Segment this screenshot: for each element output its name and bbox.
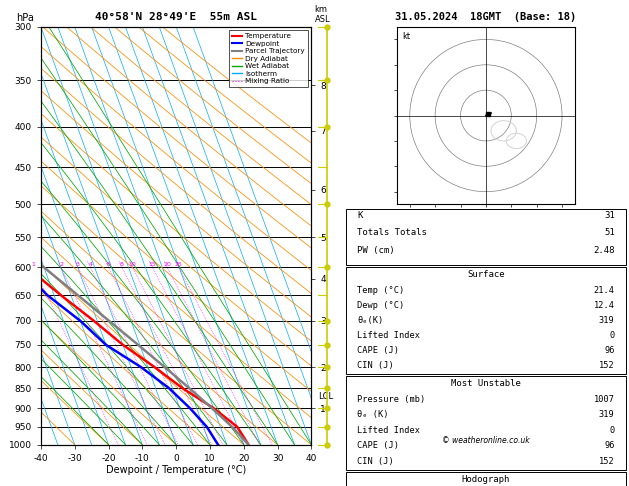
Text: hPa: hPa (16, 13, 35, 22)
Text: Dewp (°C): Dewp (°C) (357, 301, 404, 310)
Text: 15: 15 (148, 262, 157, 267)
Text: 3: 3 (76, 262, 80, 267)
Text: 8: 8 (120, 262, 124, 267)
Text: CIN (J): CIN (J) (357, 457, 394, 466)
Text: Totals Totals: Totals Totals (357, 228, 427, 237)
Text: 25: 25 (175, 262, 182, 267)
Text: 1007: 1007 (594, 395, 615, 404)
Text: © weatheronline.co.uk: © weatheronline.co.uk (442, 435, 530, 445)
Text: 6: 6 (107, 262, 111, 267)
Text: 51: 51 (604, 228, 615, 237)
Text: Surface: Surface (467, 270, 504, 279)
Text: 96: 96 (604, 346, 615, 355)
Text: LCL: LCL (318, 392, 333, 401)
Text: Hodograph: Hodograph (462, 475, 510, 484)
Text: 10: 10 (129, 262, 136, 267)
Text: 0: 0 (610, 426, 615, 435)
Text: K: K (357, 210, 362, 220)
Text: 40°58'N 28°49'E  55m ASL: 40°58'N 28°49'E 55m ASL (95, 12, 257, 22)
Text: 21.4: 21.4 (594, 285, 615, 295)
Text: Temp (°C): Temp (°C) (357, 285, 404, 295)
Text: 96: 96 (604, 441, 615, 451)
Text: 20: 20 (164, 262, 171, 267)
Text: 1: 1 (31, 262, 36, 267)
Text: 2.48: 2.48 (593, 246, 615, 255)
Bar (346, 267, 626, 374)
Text: km
ASL: km ASL (314, 5, 330, 24)
Text: 152: 152 (599, 361, 615, 370)
Text: Most Unstable: Most Unstable (451, 379, 521, 388)
Text: 12.4: 12.4 (594, 301, 615, 310)
Text: Pressure (mb): Pressure (mb) (357, 395, 425, 404)
X-axis label: Dewpoint / Temperature (°C): Dewpoint / Temperature (°C) (106, 466, 246, 475)
Bar (346, 376, 626, 470)
Text: 152: 152 (599, 457, 615, 466)
Text: 2: 2 (59, 262, 63, 267)
Text: θₑ(K): θₑ(K) (357, 316, 384, 325)
Text: CAPE (J): CAPE (J) (357, 346, 399, 355)
Text: 0: 0 (610, 331, 615, 340)
Text: 319: 319 (599, 316, 615, 325)
Text: CAPE (J): CAPE (J) (357, 441, 399, 451)
Text: PW (cm): PW (cm) (357, 246, 395, 255)
Bar (346, 208, 626, 265)
Text: 31.05.2024  18GMT  (Base: 18): 31.05.2024 18GMT (Base: 18) (395, 12, 577, 22)
Text: Lifted Index: Lifted Index (357, 426, 420, 435)
Text: 319: 319 (599, 410, 615, 419)
Legend: Temperature, Dewpoint, Parcel Trajectory, Dry Adiabat, Wet Adiabat, Isotherm, Mi: Temperature, Dewpoint, Parcel Trajectory… (230, 30, 308, 87)
Text: Lifted Index: Lifted Index (357, 331, 420, 340)
Text: 4: 4 (89, 262, 92, 267)
Text: 31: 31 (604, 210, 615, 220)
Bar (346, 472, 626, 486)
Text: θₑ (K): θₑ (K) (357, 410, 389, 419)
Text: CIN (J): CIN (J) (357, 361, 394, 370)
